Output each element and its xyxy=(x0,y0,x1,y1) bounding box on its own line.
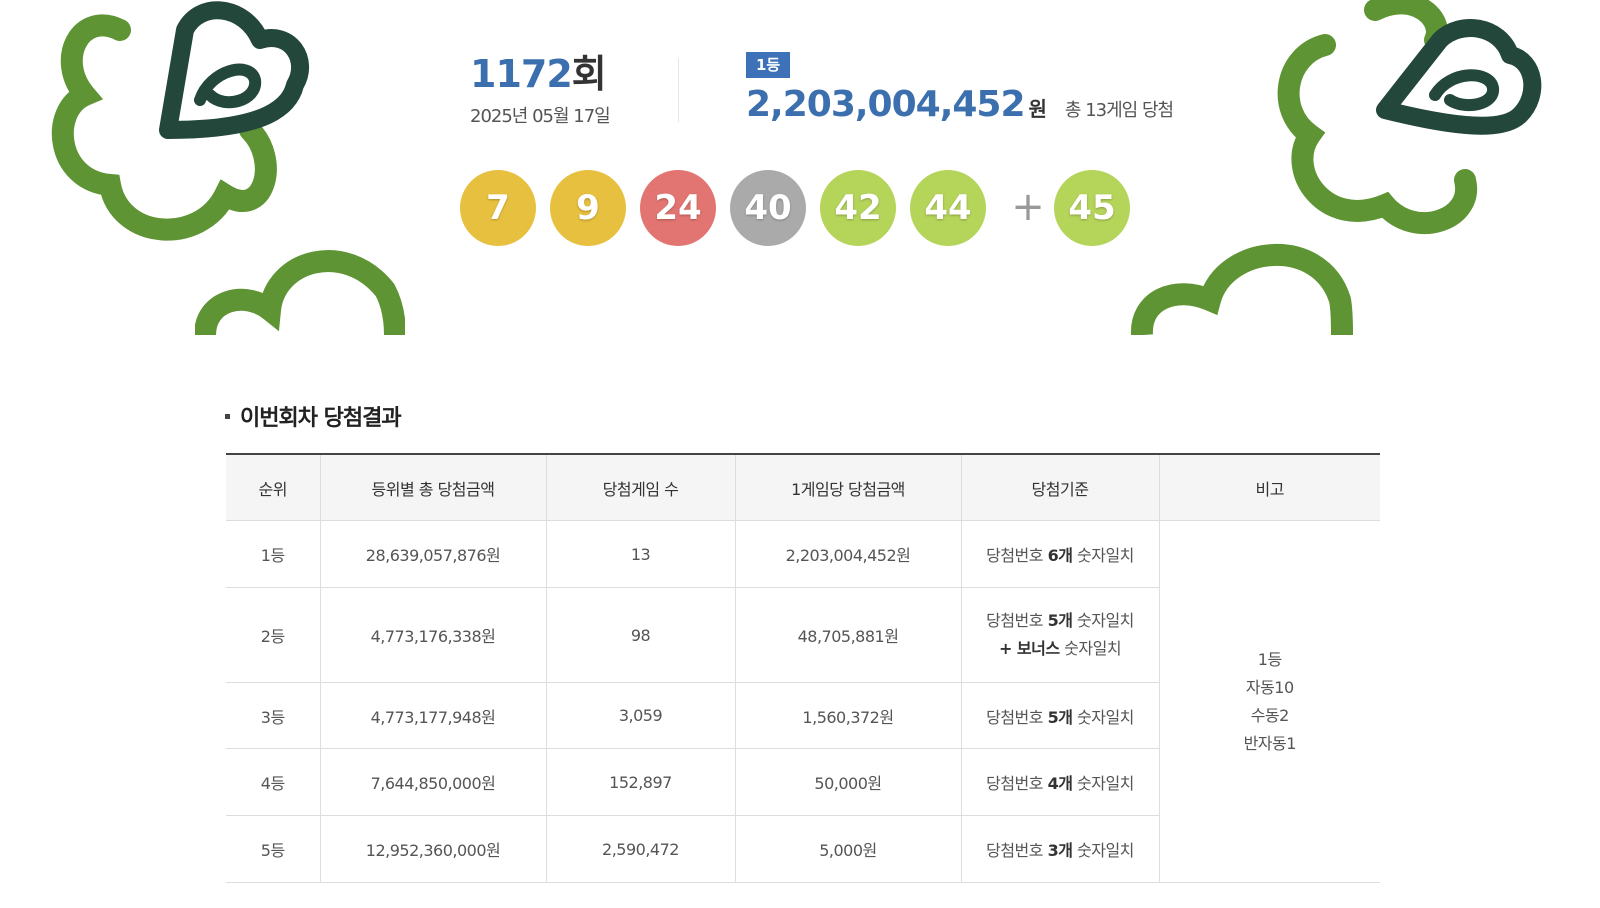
cell-total: 28,639,057,876원 xyxy=(320,520,547,588)
note-line: 자동10 xyxy=(1245,677,1294,697)
bullet-icon xyxy=(225,413,230,419)
round-number: 1172회 xyxy=(470,50,610,98)
round-suffix: 회 xyxy=(571,52,607,96)
cell-criteria: 당첨번호 5개 숫자일치 xyxy=(961,682,1160,749)
criteria-text: 숫자일치 xyxy=(1072,546,1134,565)
cell-rank: 2등 xyxy=(226,587,321,683)
cell-total: 4,773,177,948원 xyxy=(320,682,547,749)
criteria-bold: + 보너스 xyxy=(998,639,1060,658)
clover-leaf-decoration xyxy=(51,1,309,241)
criteria-text: 숫자일치 xyxy=(1072,707,1134,727)
note-line: 반자동1 xyxy=(1243,733,1297,753)
table-row: 5등 12,952,360,000원 2,590,472 5,000원 당첨번호… xyxy=(226,815,1380,883)
cell-criteria: 당첨번호 3개 숫자일치 xyxy=(961,815,1160,883)
cell-count: 3,059 xyxy=(546,682,736,749)
cell-total: 4,773,176,338원 xyxy=(320,587,547,683)
first-prize-games: 총 13게임 당첨 xyxy=(1064,100,1174,121)
table-row: 4등 7,644,850,000원 152,897 50,000원 당첨번호 4… xyxy=(226,748,1380,816)
header-total: 등위별 총 당첨금액 xyxy=(320,454,547,521)
cell-note: 1등 자동10 수동2 반자동1 xyxy=(1159,520,1380,883)
cell-count: 2,590,472 xyxy=(546,815,736,883)
number-ball: 44 xyxy=(910,170,986,246)
cell-total: 12,952,360,000원 xyxy=(320,815,547,883)
table-row: 3등 4,773,177,948원 3,059 1,560,372원 당첨번호 … xyxy=(226,682,1380,749)
cell-per-game: 5,000원 xyxy=(735,815,962,883)
rank-badge: 1등 xyxy=(746,52,791,78)
criteria-bold: 6개 xyxy=(1047,546,1073,565)
round-number-value: 1172 xyxy=(470,52,573,96)
header-per-game: 1게임당 당첨금액 xyxy=(735,454,962,521)
note-line: 1등 xyxy=(1257,649,1282,669)
criteria-text: 숫자일치 xyxy=(1072,611,1134,630)
header-rank: 순위 xyxy=(226,454,321,521)
note-line: 수동2 xyxy=(1250,705,1290,725)
first-prize-unit: 원 xyxy=(1028,97,1047,121)
criteria-text: 당첨번호 xyxy=(986,841,1048,860)
criteria-text: 당첨번호 xyxy=(986,546,1048,565)
criteria-line: 당첨번호 5개 숫자일치 xyxy=(963,607,1158,635)
cell-rank: 4등 xyxy=(226,748,321,816)
number-ball: 7 xyxy=(460,170,536,246)
table-row: 1등 28,639,057,876원 13 2,203,004,452원 당첨번… xyxy=(226,520,1380,883)
criteria-text: 숫자일치 xyxy=(1072,841,1134,860)
header-divider xyxy=(678,58,679,122)
clover-leaf-decoration xyxy=(1277,0,1542,234)
plus-icon: + xyxy=(1011,184,1045,230)
header-count: 당첨게임 수 xyxy=(546,454,736,521)
cloud-decoration xyxy=(195,250,405,335)
first-prize-info: 1등 2,203,004,452 원 총 13게임 당첨 xyxy=(746,52,1174,125)
cell-count: 98 xyxy=(546,587,736,683)
cloud-decoration xyxy=(1131,243,1353,335)
criteria-bold: 3개 xyxy=(1047,841,1073,860)
cell-count: 13 xyxy=(546,520,736,588)
cell-per-game: 50,000원 xyxy=(735,748,962,816)
draw-date: 2025년 05월 17일 xyxy=(470,106,611,127)
header-criteria: 당첨기준 xyxy=(961,454,1160,521)
criteria-text: 숫자일치 xyxy=(1059,639,1122,658)
cell-rank: 3등 xyxy=(226,682,321,749)
number-ball: 40 xyxy=(730,170,806,246)
bonus-ball: 45 xyxy=(1054,170,1130,246)
criteria-text: 당첨번호 xyxy=(986,774,1048,793)
cell-criteria: 당첨번호 4개 숫자일치 xyxy=(961,748,1160,816)
number-ball: 24 xyxy=(640,170,716,246)
table-header-row: 순위 등위별 총 당첨금액 당첨게임 수 1게임당 당첨금액 당첨기준 비고 xyxy=(226,454,1380,521)
cell-rank: 1등 xyxy=(226,520,321,588)
number-ball: 42 xyxy=(820,170,896,246)
first-prize-line: 2,203,004,452 원 총 13게임 당첨 xyxy=(746,84,1174,125)
first-prize-amount: 2,203,004,452 xyxy=(746,84,1026,125)
criteria-bold: 4개 xyxy=(1047,774,1073,793)
criteria-text: 당첨번호 xyxy=(986,707,1048,727)
round-info: 1172회 2025년 05월 17일 xyxy=(470,50,611,128)
criteria-text: 숫자일치 xyxy=(1072,774,1134,793)
cell-per-game: 48,705,881원 xyxy=(735,587,962,683)
cell-per-game: 2,203,004,452원 xyxy=(735,520,962,588)
cell-per-game: 1,560,372원 xyxy=(735,682,962,749)
table-row: 2등 4,773,176,338원 98 48,705,881원 당첨번호 5개… xyxy=(226,587,1380,683)
header-note: 비고 xyxy=(1159,454,1380,521)
cell-total: 7,644,850,000원 xyxy=(320,748,547,816)
criteria-bold: 5개 xyxy=(1047,611,1073,630)
results-table: 순위 등위별 총 당첨금액 당첨게임 수 1게임당 당첨금액 당첨기준 비고 1… xyxy=(226,453,1380,883)
criteria-line: + 보너스 숫자일치 xyxy=(963,635,1158,663)
cell-rank: 5등 xyxy=(226,815,321,883)
criteria-text: 당첨번호 xyxy=(986,611,1048,630)
cell-count: 152,897 xyxy=(546,748,736,816)
section-title-text: 이번회차 당첨결과 xyxy=(240,406,402,431)
criteria-bold: 5개 xyxy=(1047,707,1073,727)
number-ball: 9 xyxy=(550,170,626,246)
section-title: 이번회차 당첨결과 xyxy=(225,400,402,432)
cell-criteria: 당첨번호 6개 숫자일치 xyxy=(961,520,1160,588)
cell-criteria: 당첨번호 5개 숫자일치 + 보너스 숫자일치 xyxy=(961,587,1160,683)
